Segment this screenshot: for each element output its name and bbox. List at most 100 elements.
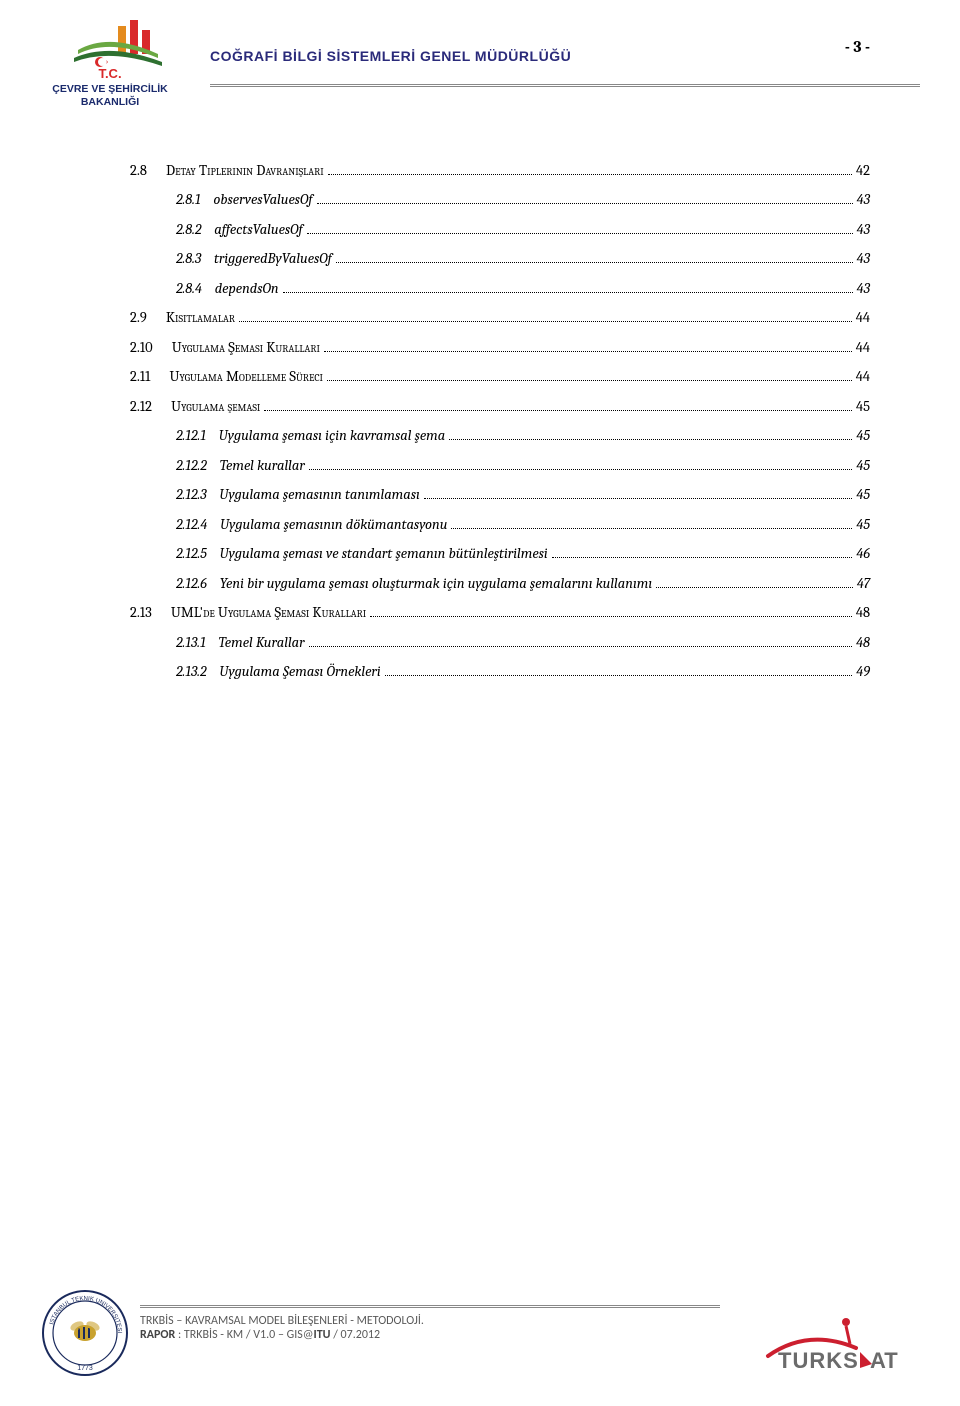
footer-text: TRKBİS – KAVRAMSAL MODEL BİLEŞENLERİ - M…: [140, 1305, 720, 1342]
toc-title: Uygulama şemasının dökümantasyonu: [220, 514, 447, 536]
toc-leader: [385, 666, 852, 676]
header-rule: [210, 84, 920, 88]
toc-title: Uygulama Şeması Örnekleri: [219, 661, 380, 683]
ministry-logo: T.C. ÇEVRE VE ŞEHİRCİLİK BAKANLIĞI: [40, 20, 180, 125]
toc-page: 45: [856, 425, 870, 447]
turksat-logo: TURKS AT: [760, 1308, 920, 1378]
toc-page: 45: [856, 514, 870, 536]
page-number: - 3 -: [845, 38, 870, 56]
toc-title: affectsValuesOf: [214, 219, 302, 241]
toc-page: 44: [856, 307, 870, 329]
toc-title: observesValuesOf: [213, 189, 312, 211]
toc-number: 2.9: [130, 307, 166, 329]
footer-line-1: TRKBİS – KAVRAMSAL MODEL BİLEŞENLERİ - M…: [140, 1314, 720, 1328]
toc-title: Detay Tiplerinin Davranışları: [166, 160, 324, 182]
toc-row: 2.10 Uygulama Şeması Kuralları44: [130, 337, 870, 359]
footer-itu: ITU: [314, 1328, 331, 1342]
svg-text:TURKS: TURKS: [778, 1348, 859, 1373]
toc-number: 2.13.2: [176, 661, 219, 683]
toc-row: 2.8.2 affectsValuesOf 43: [130, 219, 870, 241]
toc-leader: [324, 342, 852, 352]
toc-title: Uygulama Şeması Kuralları: [172, 337, 320, 359]
toc-number: 2.11: [130, 366, 169, 388]
page-footer: ISTANBUL TEKNIK UNIVERSITESI 1773 TRKBİS…: [40, 1268, 920, 1378]
toc-page: 49: [856, 661, 870, 683]
toc-number: 2.8.2: [176, 219, 214, 241]
toc-row: 2.8.4 dependsOn43: [130, 278, 870, 300]
footer-rest: : TRKBİS - KM / V1.0 – GIS@: [175, 1328, 313, 1342]
footer-rapor-label: RAPOR: [140, 1328, 175, 1342]
toc-title: Uygulama Modelleme Süreci: [169, 366, 323, 388]
toc-row: 2.12.1 Uygulama şeması için kavramsal şe…: [130, 425, 870, 447]
toc-row: 2.13.1 Temel Kurallar48: [130, 632, 870, 654]
svg-text:T.C.: T.C.: [98, 66, 121, 81]
toc-number: 2.12.1: [176, 425, 219, 447]
toc-title: UML'de Uygulama Şeması Kuralları: [171, 602, 366, 624]
toc-page: 47: [857, 573, 870, 595]
toc-leader: [307, 224, 853, 234]
toc-leader: [239, 312, 852, 322]
svg-text:BAKANLIĞI: BAKANLIĞI: [81, 95, 139, 108]
toc-page: 44: [856, 366, 870, 388]
toc-row: 2.13.2 Uygulama Şeması Örnekleri 49: [130, 661, 870, 683]
toc-number: 2.8.1: [176, 189, 213, 211]
toc-number: 2.8.4: [176, 278, 215, 300]
toc-title: Temel Kurallar: [218, 632, 304, 654]
table-of-contents: 2.8 Detay Tiplerinin Davranışları42 2.8.1…: [130, 160, 870, 690]
toc-row: 2.12.5 Uygulama şeması ve standart şeman…: [130, 543, 870, 565]
toc-title: dependsOn: [215, 278, 279, 300]
toc-number: 2.12.6: [176, 573, 220, 595]
toc-number: 2.8: [130, 160, 166, 182]
toc-title: Uygulama şeması ve standart şemanın bütü…: [220, 543, 548, 565]
toc-leader: [336, 253, 853, 263]
toc-title: triggeredByValuesOf: [214, 248, 332, 270]
toc-number: 2.8.3: [176, 248, 214, 270]
toc-leader: [424, 489, 852, 499]
toc-row: 2.8 Detay Tiplerinin Davranışları42: [130, 160, 870, 182]
toc-number: 2.12.4: [176, 514, 220, 536]
toc-number: 2.12.3: [176, 484, 219, 506]
toc-leader: [327, 371, 852, 381]
toc-leader: [552, 548, 853, 558]
toc-number: 2.12.2: [176, 455, 220, 477]
itu-seal-logo: ISTANBUL TEKNIK UNIVERSITESI 1773: [40, 1288, 130, 1378]
toc-number: 2.13: [130, 602, 171, 624]
toc-leader: [449, 430, 852, 440]
svg-text:AT: AT: [870, 1348, 898, 1373]
toc-page: 45: [856, 455, 870, 477]
toc-leader: [264, 401, 852, 411]
toc-row: 2.13 UML'de Uygulama Şeması Kuralları 48: [130, 602, 870, 624]
toc-title: Uygulama şeması: [171, 396, 260, 418]
toc-title: Uygulama şemasının tanımlaması: [219, 484, 419, 506]
toc-row: 2.12.6 Yeni bir uygulama şeması oluşturm…: [130, 573, 870, 595]
footer-rule: [140, 1305, 720, 1308]
toc-leader: [309, 460, 852, 470]
toc-page: 43: [857, 189, 870, 211]
toc-leader: [451, 518, 852, 528]
toc-number: 2.12.5: [176, 543, 220, 565]
toc-page: 45: [856, 484, 870, 506]
toc-page: 43: [857, 248, 870, 270]
toc-row: 2.11 Uygulama Modelleme Süreci 44: [130, 366, 870, 388]
toc-leader: [317, 194, 853, 204]
toc-leader: [370, 607, 852, 617]
toc-number: 2.13.1: [176, 632, 218, 654]
toc-row: 2.8.1 observesValuesOf 43: [130, 189, 870, 211]
footer-rest2: / 07.2012: [330, 1328, 380, 1342]
toc-leader: [656, 577, 853, 587]
toc-row: 2.12.3 Uygulama şemasının tanımlaması 45: [130, 484, 870, 506]
svg-text:ÇEVRE VE ŞEHİRCİLİK: ÇEVRE VE ŞEHİRCİLİK: [52, 82, 168, 95]
toc-page: 48: [856, 602, 870, 624]
toc-title: Uygulama şeması için kavramsal şema: [219, 425, 446, 447]
toc-page: 43: [857, 219, 870, 241]
toc-row: 2.12.2 Temel kurallar45: [130, 455, 870, 477]
page-header: T.C. ÇEVRE VE ŞEHİRCİLİK BAKANLIĞI COĞRA…: [40, 20, 920, 130]
toc-leader: [309, 636, 852, 646]
header-title: COĞRAFİ BİLGİ SİSTEMLERİ GENEL MÜDÜRLÜĞÜ: [210, 48, 920, 64]
page: T.C. ÇEVRE VE ŞEHİRCİLİK BAKANLIĞI COĞRA…: [0, 0, 960, 1406]
toc-page: 45: [856, 396, 870, 418]
header-middle: COĞRAFİ BİLGİ SİSTEMLERİ GENEL MÜDÜRLÜĞÜ: [180, 20, 920, 88]
toc-leader: [328, 165, 852, 175]
footer-line-2: RAPOR : TRKBİS - KM / V1.0 – GIS@ITU / 0…: [140, 1328, 720, 1342]
svg-text:1773: 1773: [77, 1365, 93, 1372]
